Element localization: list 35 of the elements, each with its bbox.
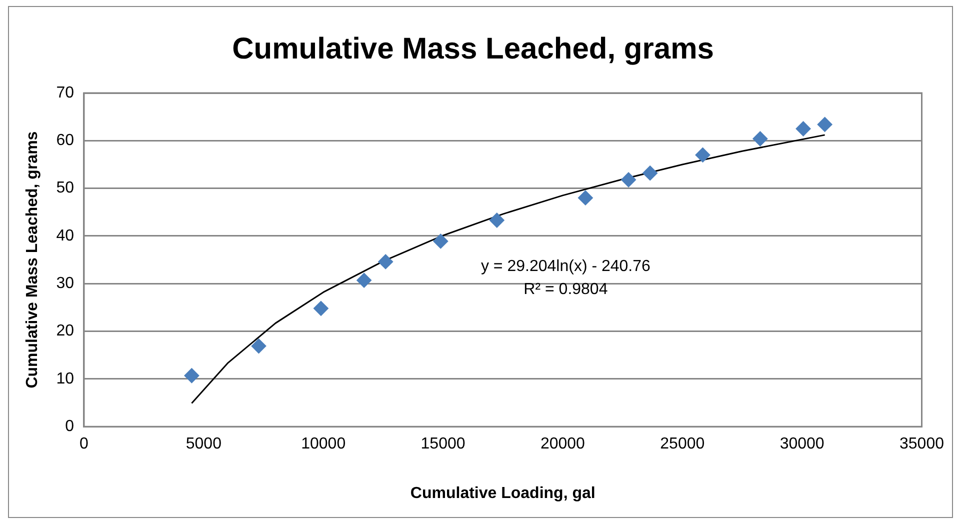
point [642,166,658,181]
x-tick-label: 35000 [900,436,944,453]
y-tick-label: 70 [56,84,74,102]
point [621,172,636,188]
x-tick-label: 25000 [660,436,705,453]
point [356,272,372,288]
annotation: R² = 0.9804 [524,280,608,298]
y-tick-label: 40 [56,227,74,244]
y-tick-label: 50 [56,180,74,197]
point [184,368,200,384]
point [378,254,394,270]
point [489,212,504,228]
x-axis-title: Cumulative Loading, gal [410,484,596,502]
y-tick-label: 60 [56,132,74,150]
y-tick-label: 10 [56,370,74,388]
x-tick-label: 20000 [540,436,586,453]
y-axis-title: Cumulative Mass Leached, grams [24,131,42,388]
point [578,190,593,206]
point [251,338,266,354]
point [817,116,832,132]
y-tick-label: 30 [56,275,74,292]
x-tick-label: 5000 [186,436,222,453]
y-tick-label: 20 [56,322,74,340]
x-tick-label: 10000 [301,436,346,453]
point [313,300,328,316]
x-tick-label: 0 [80,436,89,453]
x-tick-label: 15000 [420,436,466,453]
point [433,234,448,249]
point [695,147,710,162]
annotation: y = 29.204ln(x) - 240.76 [480,258,651,275]
chart-title: Cumulative Mass Leached, grams [232,32,714,66]
point [796,121,811,136]
point [752,131,768,146]
x-tick-label: 30000 [780,436,824,453]
y-tick-label: 0 [65,418,74,436]
